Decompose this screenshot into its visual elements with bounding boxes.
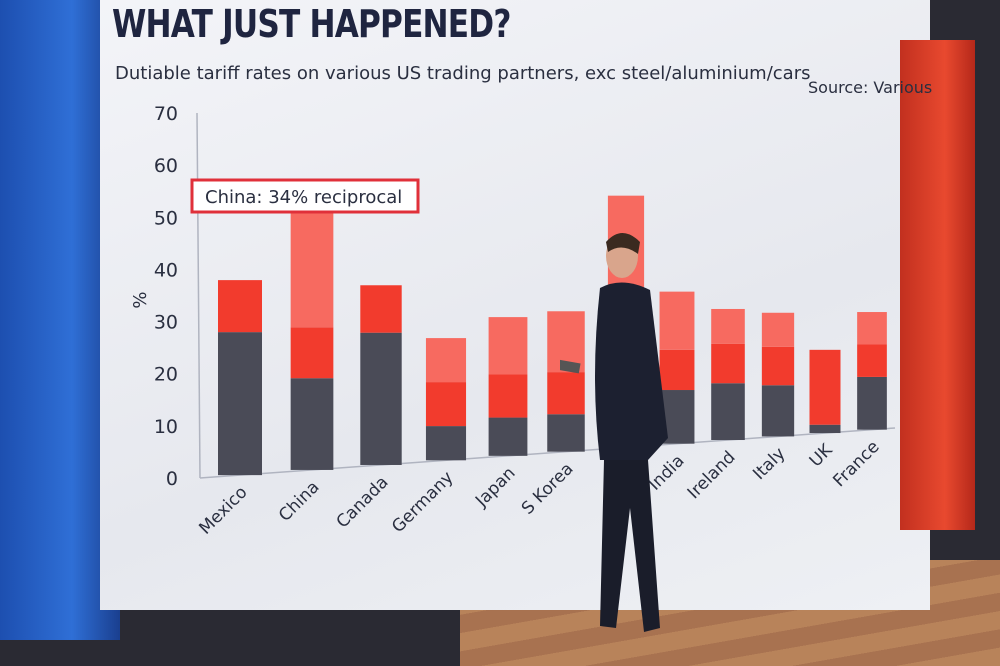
x-tick-label: Germany <box>388 468 457 537</box>
bar-segment-top <box>711 308 745 344</box>
bar-segment-top <box>857 312 887 345</box>
y-axis-line <box>196 112 201 479</box>
bar-segment-base <box>218 332 262 476</box>
x-tick-label: Ireland <box>684 447 740 503</box>
bar-segment-top <box>290 210 334 328</box>
x-tick-label: China <box>275 477 323 525</box>
x-tick-label: France <box>829 437 883 491</box>
annotation-label: China: 34% reciprocal <box>205 187 402 208</box>
y-tick-label: 10 <box>154 416 178 438</box>
bar-segment-middle <box>425 382 467 427</box>
red-star-panel <box>900 40 975 530</box>
bar-segment-base <box>761 385 795 437</box>
bar-segment-middle <box>761 346 795 386</box>
y-tick-label: 60 <box>154 155 178 177</box>
source-label: Source: Various <box>808 78 933 97</box>
bar-segment-base <box>711 383 745 441</box>
bar-segment-base <box>488 417 528 456</box>
bar-segment-base <box>857 376 887 430</box>
bar-segment-base <box>290 378 334 470</box>
y-tick-label: 50 <box>154 207 178 229</box>
bar-segment-middle <box>809 349 841 425</box>
annotation-box <box>190 178 420 214</box>
bar-segment-base <box>360 332 402 465</box>
bar-segment-top <box>761 312 795 347</box>
bar-segment-middle <box>488 374 528 418</box>
y-tick-label: 40 <box>154 259 178 281</box>
y-axis-label: % <box>130 291 151 308</box>
x-tick-label: Italy <box>749 444 789 484</box>
bar-segment-top <box>425 338 467 383</box>
presenter <box>560 233 668 632</box>
x-tick-label: Mexico <box>195 483 251 539</box>
bar-segment-middle <box>547 372 585 415</box>
y-tick-label: 70 <box>154 103 178 125</box>
bar-segment-base <box>809 424 841 434</box>
bar-segment-middle <box>711 343 745 384</box>
bar-segment-base <box>547 414 585 452</box>
chart-subtitle: Dutiable tariff rates on various US trad… <box>115 63 811 84</box>
bar-segment-middle <box>218 280 262 333</box>
bar-segment-top <box>659 291 695 350</box>
x-tick-label: Canada <box>333 472 393 532</box>
y-tick-label: 30 <box>154 312 178 334</box>
bar-segment-middle <box>659 349 695 391</box>
x-tick-label: Japan <box>471 463 519 511</box>
bar-segment-base <box>425 426 467 461</box>
bar-segment-middle <box>360 285 402 333</box>
bar-segment-middle <box>290 327 334 379</box>
bar-segment-middle <box>857 344 887 377</box>
y-tick-label: 0 <box>166 468 178 490</box>
bar-segment-top <box>488 317 528 375</box>
y-tick-label: 20 <box>154 364 178 386</box>
x-tick-label: UK <box>806 440 837 471</box>
headline: WHAT JUST HAPPENED? <box>112 2 511 46</box>
